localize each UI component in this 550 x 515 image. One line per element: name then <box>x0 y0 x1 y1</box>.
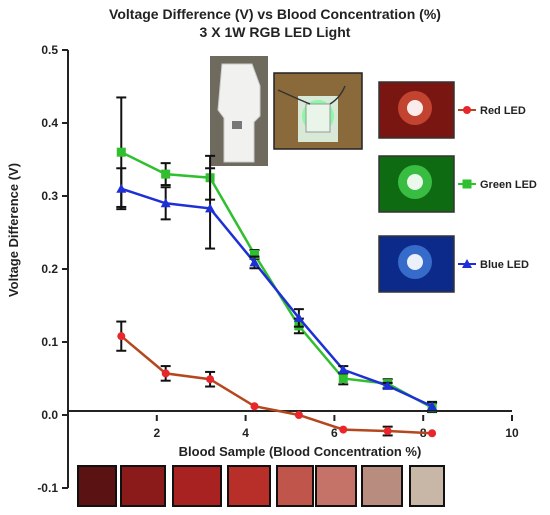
y-ticks: -0.1 0.0 0.1 0.2 0.3 0.4 0.5 <box>37 43 68 495</box>
blood-sample-swatch <box>120 465 166 507</box>
green-led-point <box>338 374 348 383</box>
blood-sample-swatch <box>276 465 314 507</box>
green-led-legend-label: Green LED <box>480 179 537 191</box>
blue-led-point <box>427 401 438 411</box>
red-led-line <box>120 335 433 435</box>
blue-led-point <box>116 183 127 193</box>
blue-led-point <box>338 364 349 374</box>
y-tick-label: -0.1 <box>37 481 58 495</box>
blue-led-point <box>205 203 216 213</box>
led-module-photo <box>210 56 268 166</box>
red-led-point <box>428 429 437 438</box>
blue-led-point <box>382 380 393 390</box>
legend: Red LED Green LED Blue LED <box>378 81 537 293</box>
blue-led-point <box>249 257 260 267</box>
y-tick-label: 0.1 <box>41 335 58 349</box>
blue-led-legend-label: Blue LED <box>480 259 529 271</box>
blue-led-photo-glow <box>407 254 423 270</box>
blood-sample-swatches <box>77 465 445 507</box>
chart-subtitle: 3 X 1W RGB LED Light <box>200 24 351 40</box>
red-led-point <box>117 332 126 341</box>
red-led-legend-marker <box>463 106 471 114</box>
y-tick-label: 0.0 <box>41 408 58 422</box>
red-led-legend-label: Red LED <box>480 105 526 117</box>
x-tick-label: 6 <box>331 426 338 440</box>
chart-title: Voltage Difference (V) vs Blood Concentr… <box>109 6 441 22</box>
red-led-photo-glow <box>407 100 423 116</box>
green-led-point <box>116 147 126 157</box>
blood-sample-swatch <box>409 465 445 507</box>
y-tick-label: 0.2 <box>41 262 58 276</box>
y-tick-label: 0.4 <box>41 116 58 130</box>
x-tick-label: 4 <box>242 426 249 440</box>
led-circuit-photo <box>273 72 363 150</box>
blue-led-point <box>293 312 304 322</box>
blood-sample-swatch <box>77 465 117 507</box>
series <box>116 96 438 438</box>
blue-led-line <box>120 187 433 408</box>
green-led-legend-marker <box>462 179 472 189</box>
red-led-point <box>161 369 170 378</box>
blood-sample-swatch <box>172 465 222 507</box>
blue-led-point <box>160 198 171 208</box>
red-led-point <box>383 427 392 436</box>
blue-led-legend-marker <box>462 259 472 268</box>
red-led-point <box>339 425 348 434</box>
y-tick-label: 0.5 <box>41 43 58 57</box>
y-tick-label: 0.3 <box>41 189 58 203</box>
green-led-point <box>161 169 171 179</box>
x-ticks: 2 4 6 8 10 <box>153 415 519 440</box>
x-tick-label: 10 <box>505 426 519 440</box>
blood-sample-swatch <box>361 465 403 507</box>
red-led-point <box>294 411 303 419</box>
y-axis-label: Voltage Difference (V) <box>6 163 21 297</box>
blood-sample-swatch <box>315 465 357 507</box>
blood-sample-swatch <box>227 465 271 507</box>
green-led-point <box>249 249 259 259</box>
green-led-photo-glow <box>407 174 423 190</box>
red-led-point <box>206 375 215 384</box>
x-axis-label: Blood Sample (Blood Concentration %) <box>179 444 422 459</box>
x-tick-label: 2 <box>153 426 160 440</box>
red-led-point <box>250 402 259 411</box>
